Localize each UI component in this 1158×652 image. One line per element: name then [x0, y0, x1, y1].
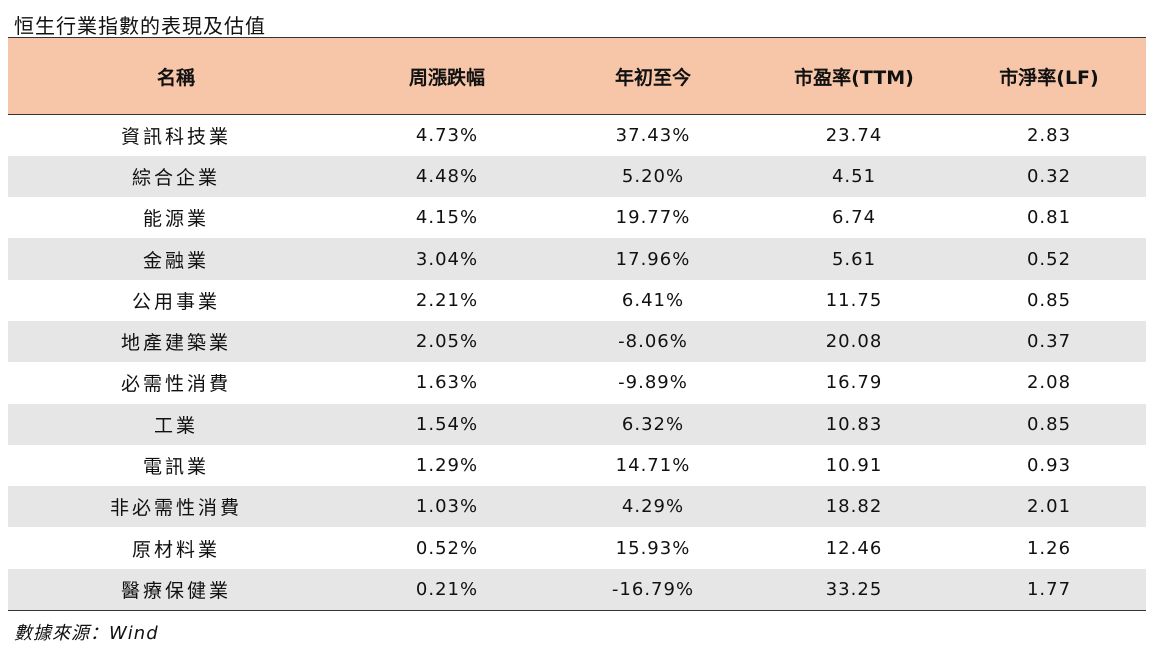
- cell-pb: 0.85: [1026, 289, 1072, 311]
- cell-ytd: -9.89%: [618, 372, 688, 394]
- table-row: 資訊科技業 4.73% 37.43% 23.74 2.83: [8, 115, 1146, 156]
- table-header-row: 名稱 周漲跌幅 年初至今 市盈率(TTM) 市淨率(LF): [8, 37, 1146, 115]
- cell-weekly-change: 1.29%: [415, 455, 479, 477]
- cell-pb: 0.81: [1026, 207, 1072, 229]
- cell-ytd: 19.77%: [615, 207, 691, 229]
- cell-ytd: 6.32%: [621, 413, 685, 435]
- cell-ytd: 14.71%: [615, 455, 691, 477]
- cell-weekly-change: 4.15%: [415, 207, 479, 229]
- cell-name: 能源業: [142, 208, 209, 231]
- cell-name: 原材料業: [131, 538, 220, 561]
- table-row: 地產建築業 2.05% -8.06% 20.08 0.37: [8, 320, 1146, 363]
- cell-pb: 0.93: [1026, 455, 1072, 477]
- cell-pe: 11.75: [825, 289, 883, 311]
- cell-weekly-change: 3.04%: [415, 248, 479, 270]
- table-row: 必需性消費 1.63% -9.89% 16.79 2.08: [8, 362, 1146, 403]
- table-title: 恒生行業指數的表現及估值: [14, 14, 266, 38]
- cell-pe: 18.82: [825, 496, 883, 518]
- cell-pb: 1.26: [1026, 537, 1072, 559]
- header-weekly-change: 周漲跌幅: [344, 37, 550, 115]
- header-ytd: 年初至今: [550, 37, 756, 115]
- cell-pe: 16.79: [825, 372, 883, 394]
- cell-name: 公用事業: [131, 290, 220, 313]
- table-row: 綜合企業 4.48% 5.20% 4.51 0.32: [8, 155, 1146, 198]
- table-row: 電訊業 1.29% 14.71% 10.91 0.93: [8, 445, 1146, 486]
- table-row: 金融業 3.04% 17.96% 5.61 0.52: [8, 238, 1146, 280]
- cell-name: 金融業: [142, 249, 209, 272]
- cell-weekly-change: 1.03%: [415, 496, 479, 518]
- cell-ytd: 6.41%: [621, 289, 685, 311]
- cell-pe: 10.91: [825, 455, 883, 477]
- data-source: 數據來源：Wind: [14, 623, 159, 644]
- cell-weekly-change: 1.54%: [415, 413, 479, 435]
- cell-pe: 23.74: [825, 124, 883, 146]
- cell-pb: 2.01: [1026, 496, 1072, 518]
- cell-pe: 5.61: [831, 248, 877, 270]
- cell-ytd: -8.06%: [618, 331, 688, 353]
- table-row: 原材料業 0.52% 15.93% 12.46 1.26: [8, 527, 1146, 568]
- cell-pe: 12.46: [825, 537, 883, 559]
- cell-ytd: 37.43%: [615, 124, 691, 146]
- cell-name: 必需性消費: [120, 373, 231, 396]
- table-row: 非必需性消費 1.03% 4.29% 18.82 2.01: [8, 486, 1146, 528]
- cell-pe: 6.74: [831, 207, 877, 229]
- cell-weekly-change: 4.73%: [415, 124, 479, 146]
- cell-ytd: 5.20%: [621, 165, 685, 187]
- cell-weekly-change: 2.21%: [415, 289, 479, 311]
- cell-pb: 0.52: [1026, 248, 1072, 270]
- cell-name: 非必需性消費: [109, 497, 242, 520]
- cell-pe: 20.08: [825, 331, 883, 353]
- cell-pb: 0.37: [1026, 331, 1072, 353]
- cell-weekly-change: 0.52%: [415, 537, 479, 559]
- cell-name: 資訊科技業: [120, 125, 231, 148]
- cell-pe: 4.51: [831, 165, 877, 187]
- cell-ytd: 17.96%: [615, 248, 691, 270]
- cell-name: 電訊業: [142, 456, 209, 479]
- cell-name: 綜合企業: [131, 166, 220, 189]
- cell-pb: 2.83: [1026, 124, 1072, 146]
- cell-pb: 0.32: [1026, 165, 1072, 187]
- table-row: 工業 1.54% 6.32% 10.83 0.85: [8, 403, 1146, 445]
- cell-weekly-change: 4.48%: [415, 165, 479, 187]
- cell-pb: 2.08: [1026, 372, 1072, 394]
- cell-name: 地產建築業: [120, 332, 231, 355]
- cell-weekly-change: 1.63%: [415, 372, 479, 394]
- cell-ytd: 4.29%: [621, 496, 685, 518]
- cell-pb: 1.77: [952, 568, 1146, 611]
- cell-name: 醫療保健業: [8, 568, 344, 611]
- table-row: 醫療保健業 0.21% -16.79% 33.25 1.77: [8, 568, 1146, 611]
- header-name: 名稱: [8, 37, 344, 115]
- header-pe-ttm: 市盈率(TTM): [756, 37, 952, 115]
- cell-pb: 0.85: [1026, 413, 1072, 435]
- cell-weekly-change: 2.05%: [415, 331, 479, 353]
- cell-weekly-change: 0.21%: [344, 568, 550, 611]
- cell-ytd: 15.93%: [615, 537, 691, 559]
- table-row: 能源業 4.15% 19.77% 6.74 0.81: [8, 197, 1146, 238]
- cell-pe: 33.25: [756, 568, 952, 611]
- cell-pe: 10.83: [825, 413, 883, 435]
- cell-name: 工業: [153, 414, 198, 437]
- sector-index-table: 名稱 周漲跌幅 年初至今 市盈率(TTM) 市淨率(LF) 資訊科技業 4.73%…: [8, 37, 1146, 611]
- table-row: 公用事業 2.21% 6.41% 11.75 0.85: [8, 280, 1146, 321]
- cell-ytd: -16.79%: [550, 568, 756, 611]
- header-pb-lf: 市淨率(LF): [952, 37, 1146, 115]
